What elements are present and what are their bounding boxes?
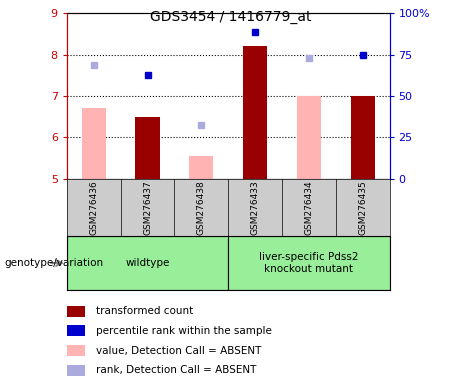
Text: GSM276436: GSM276436 — [89, 180, 98, 235]
Text: transformed count: transformed count — [96, 306, 194, 316]
Text: GSM276435: GSM276435 — [358, 180, 367, 235]
Text: genotype/variation: genotype/variation — [5, 258, 104, 268]
Text: GSM276434: GSM276434 — [304, 180, 313, 235]
Bar — [136, 117, 160, 179]
Bar — [67, 345, 85, 356]
Text: value, Detection Call = ABSENT: value, Detection Call = ABSENT — [96, 346, 262, 356]
Bar — [67, 306, 85, 317]
Bar — [82, 108, 106, 179]
Text: liver-specific Pdss2
knockout mutant: liver-specific Pdss2 knockout mutant — [259, 252, 359, 274]
Bar — [228, 236, 390, 290]
Bar — [67, 326, 85, 336]
Text: GSM276437: GSM276437 — [143, 180, 152, 235]
Text: GSM276438: GSM276438 — [197, 180, 206, 235]
Bar — [67, 365, 85, 376]
Text: wildtype: wildtype — [125, 258, 170, 268]
Text: GSM276433: GSM276433 — [251, 180, 260, 235]
Text: rank, Detection Call = ABSENT: rank, Detection Call = ABSENT — [96, 365, 257, 375]
Text: GDS3454 / 1416779_at: GDS3454 / 1416779_at — [150, 10, 311, 23]
Bar — [350, 96, 375, 179]
Bar — [189, 156, 213, 179]
Bar — [243, 46, 267, 179]
Bar — [297, 96, 321, 179]
Bar — [67, 236, 228, 290]
Text: percentile rank within the sample: percentile rank within the sample — [96, 326, 272, 336]
